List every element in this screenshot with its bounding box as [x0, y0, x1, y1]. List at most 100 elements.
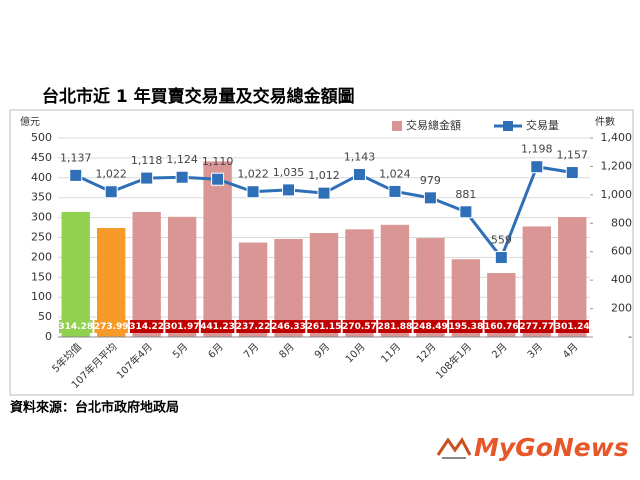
line-marker	[388, 184, 402, 198]
y2-tick-label: 400	[611, 273, 632, 286]
line-marker	[211, 172, 225, 186]
line-marker	[530, 160, 544, 174]
value-label: 246.33	[271, 322, 306, 332]
value-label: 281.88	[378, 322, 413, 332]
value-label: 1,022	[237, 168, 269, 181]
y2-tick-label: 1,200	[601, 159, 633, 172]
value-label: 1,024	[379, 167, 411, 180]
value-label: 160.76	[484, 322, 519, 332]
bar	[380, 224, 410, 337]
value-label-box	[165, 320, 199, 333]
chart-frame	[9, 109, 634, 396]
value-label-box	[378, 320, 412, 333]
value-label: 248.49	[413, 322, 448, 332]
value-label-box	[342, 320, 377, 333]
line-marker	[140, 171, 154, 185]
y-tick-label: 100	[31, 290, 52, 303]
value-label-box	[307, 320, 341, 333]
value-label: 1,157	[557, 149, 589, 162]
line-marker	[282, 183, 296, 197]
value-label: 314.28	[58, 322, 93, 332]
value-label: 277.77	[519, 322, 554, 332]
value-label: 559	[491, 234, 512, 247]
legend-swatch	[392, 121, 402, 131]
y2-tick-label: 600	[611, 245, 632, 258]
value-label: 1,137	[60, 151, 92, 164]
bar	[345, 229, 374, 337]
x-tick-label: 10月	[343, 341, 368, 366]
line-marker	[317, 186, 331, 200]
value-label: 1,012	[308, 169, 340, 182]
x-tick-label: 6月	[206, 341, 226, 361]
line-marker	[459, 205, 473, 219]
bar	[61, 211, 90, 337]
value-label: 881	[455, 188, 476, 201]
line-marker	[175, 170, 189, 184]
y-tick-label: 0	[45, 330, 52, 343]
x-tick-label: 12月	[414, 341, 439, 366]
y2-tick-label: 1,000	[601, 188, 633, 201]
value-label: 195.38	[448, 322, 483, 332]
value-label: 1,124	[166, 153, 198, 166]
y-tick-label: 250	[31, 231, 52, 244]
line-marker	[494, 251, 508, 265]
y-tick-label: 400	[31, 171, 52, 184]
logo-icon	[436, 437, 472, 459]
value-label: 301.97	[165, 322, 200, 332]
value-label: 1,035	[273, 166, 305, 179]
line-marker	[565, 166, 579, 180]
value-label-box	[413, 320, 448, 333]
value-label: 314.22	[129, 322, 164, 332]
y-tick-label: 500	[31, 131, 52, 144]
y2-axis-label: 件數	[595, 115, 615, 128]
value-label: 1,022	[95, 168, 127, 181]
value-label-box	[484, 320, 519, 333]
value-label: 979	[420, 174, 441, 187]
value-label: 301.24	[555, 322, 590, 332]
value-label: 441.23	[200, 322, 235, 332]
line-marker	[69, 168, 83, 182]
source-note: 資料來源：台北市政府地政局	[10, 400, 179, 416]
value-label: 273.99	[94, 322, 129, 332]
line-marker	[246, 185, 260, 199]
value-label: 1,118	[131, 154, 163, 167]
y-tick-label: 300	[31, 211, 52, 224]
bar	[132, 211, 161, 337]
y-tick-label: 350	[31, 191, 52, 204]
value-label-box	[520, 320, 554, 333]
x-tick-label: 8月	[277, 341, 297, 361]
x-tick-label: 5月	[170, 341, 190, 361]
value-label: 1,143	[344, 151, 376, 164]
x-tick-label: 9月	[312, 341, 332, 361]
x-tick-label: 7月	[241, 341, 261, 361]
value-label: 270.57	[342, 322, 377, 332]
value-label-box	[94, 320, 128, 333]
value-label-box	[271, 320, 306, 333]
x-tick-label: 3月	[525, 341, 545, 361]
legend-label: 交易量	[526, 118, 559, 132]
x-tick-label: 2月	[490, 341, 510, 361]
legend-swatch	[503, 121, 513, 131]
bar	[97, 227, 126, 337]
y2-tick-label: 1,400	[601, 131, 633, 144]
line-marker	[352, 168, 366, 182]
legend-label: 交易總金額	[406, 118, 461, 132]
value-label: 1,110	[202, 155, 234, 168]
y2-tick-label: -	[628, 330, 632, 343]
y2-tick-label: 800	[611, 216, 632, 229]
value-label: 237.22	[236, 322, 271, 332]
bar	[558, 217, 587, 337]
x-tick-label: 107年4月	[114, 340, 155, 381]
line-marker	[104, 185, 118, 199]
value-label-box	[555, 320, 589, 333]
y-tick-label: 200	[31, 250, 52, 263]
x-tick-label: 108年1月	[433, 340, 474, 381]
y-tick-label: 150	[31, 270, 52, 283]
y-tick-label: 450	[31, 151, 52, 164]
value-label-box	[129, 320, 164, 333]
x-tick-label: 11月	[379, 341, 404, 366]
value-label-box	[59, 320, 93, 333]
value-label-box	[449, 320, 483, 333]
x-tick-label: 5年均值	[49, 340, 84, 375]
